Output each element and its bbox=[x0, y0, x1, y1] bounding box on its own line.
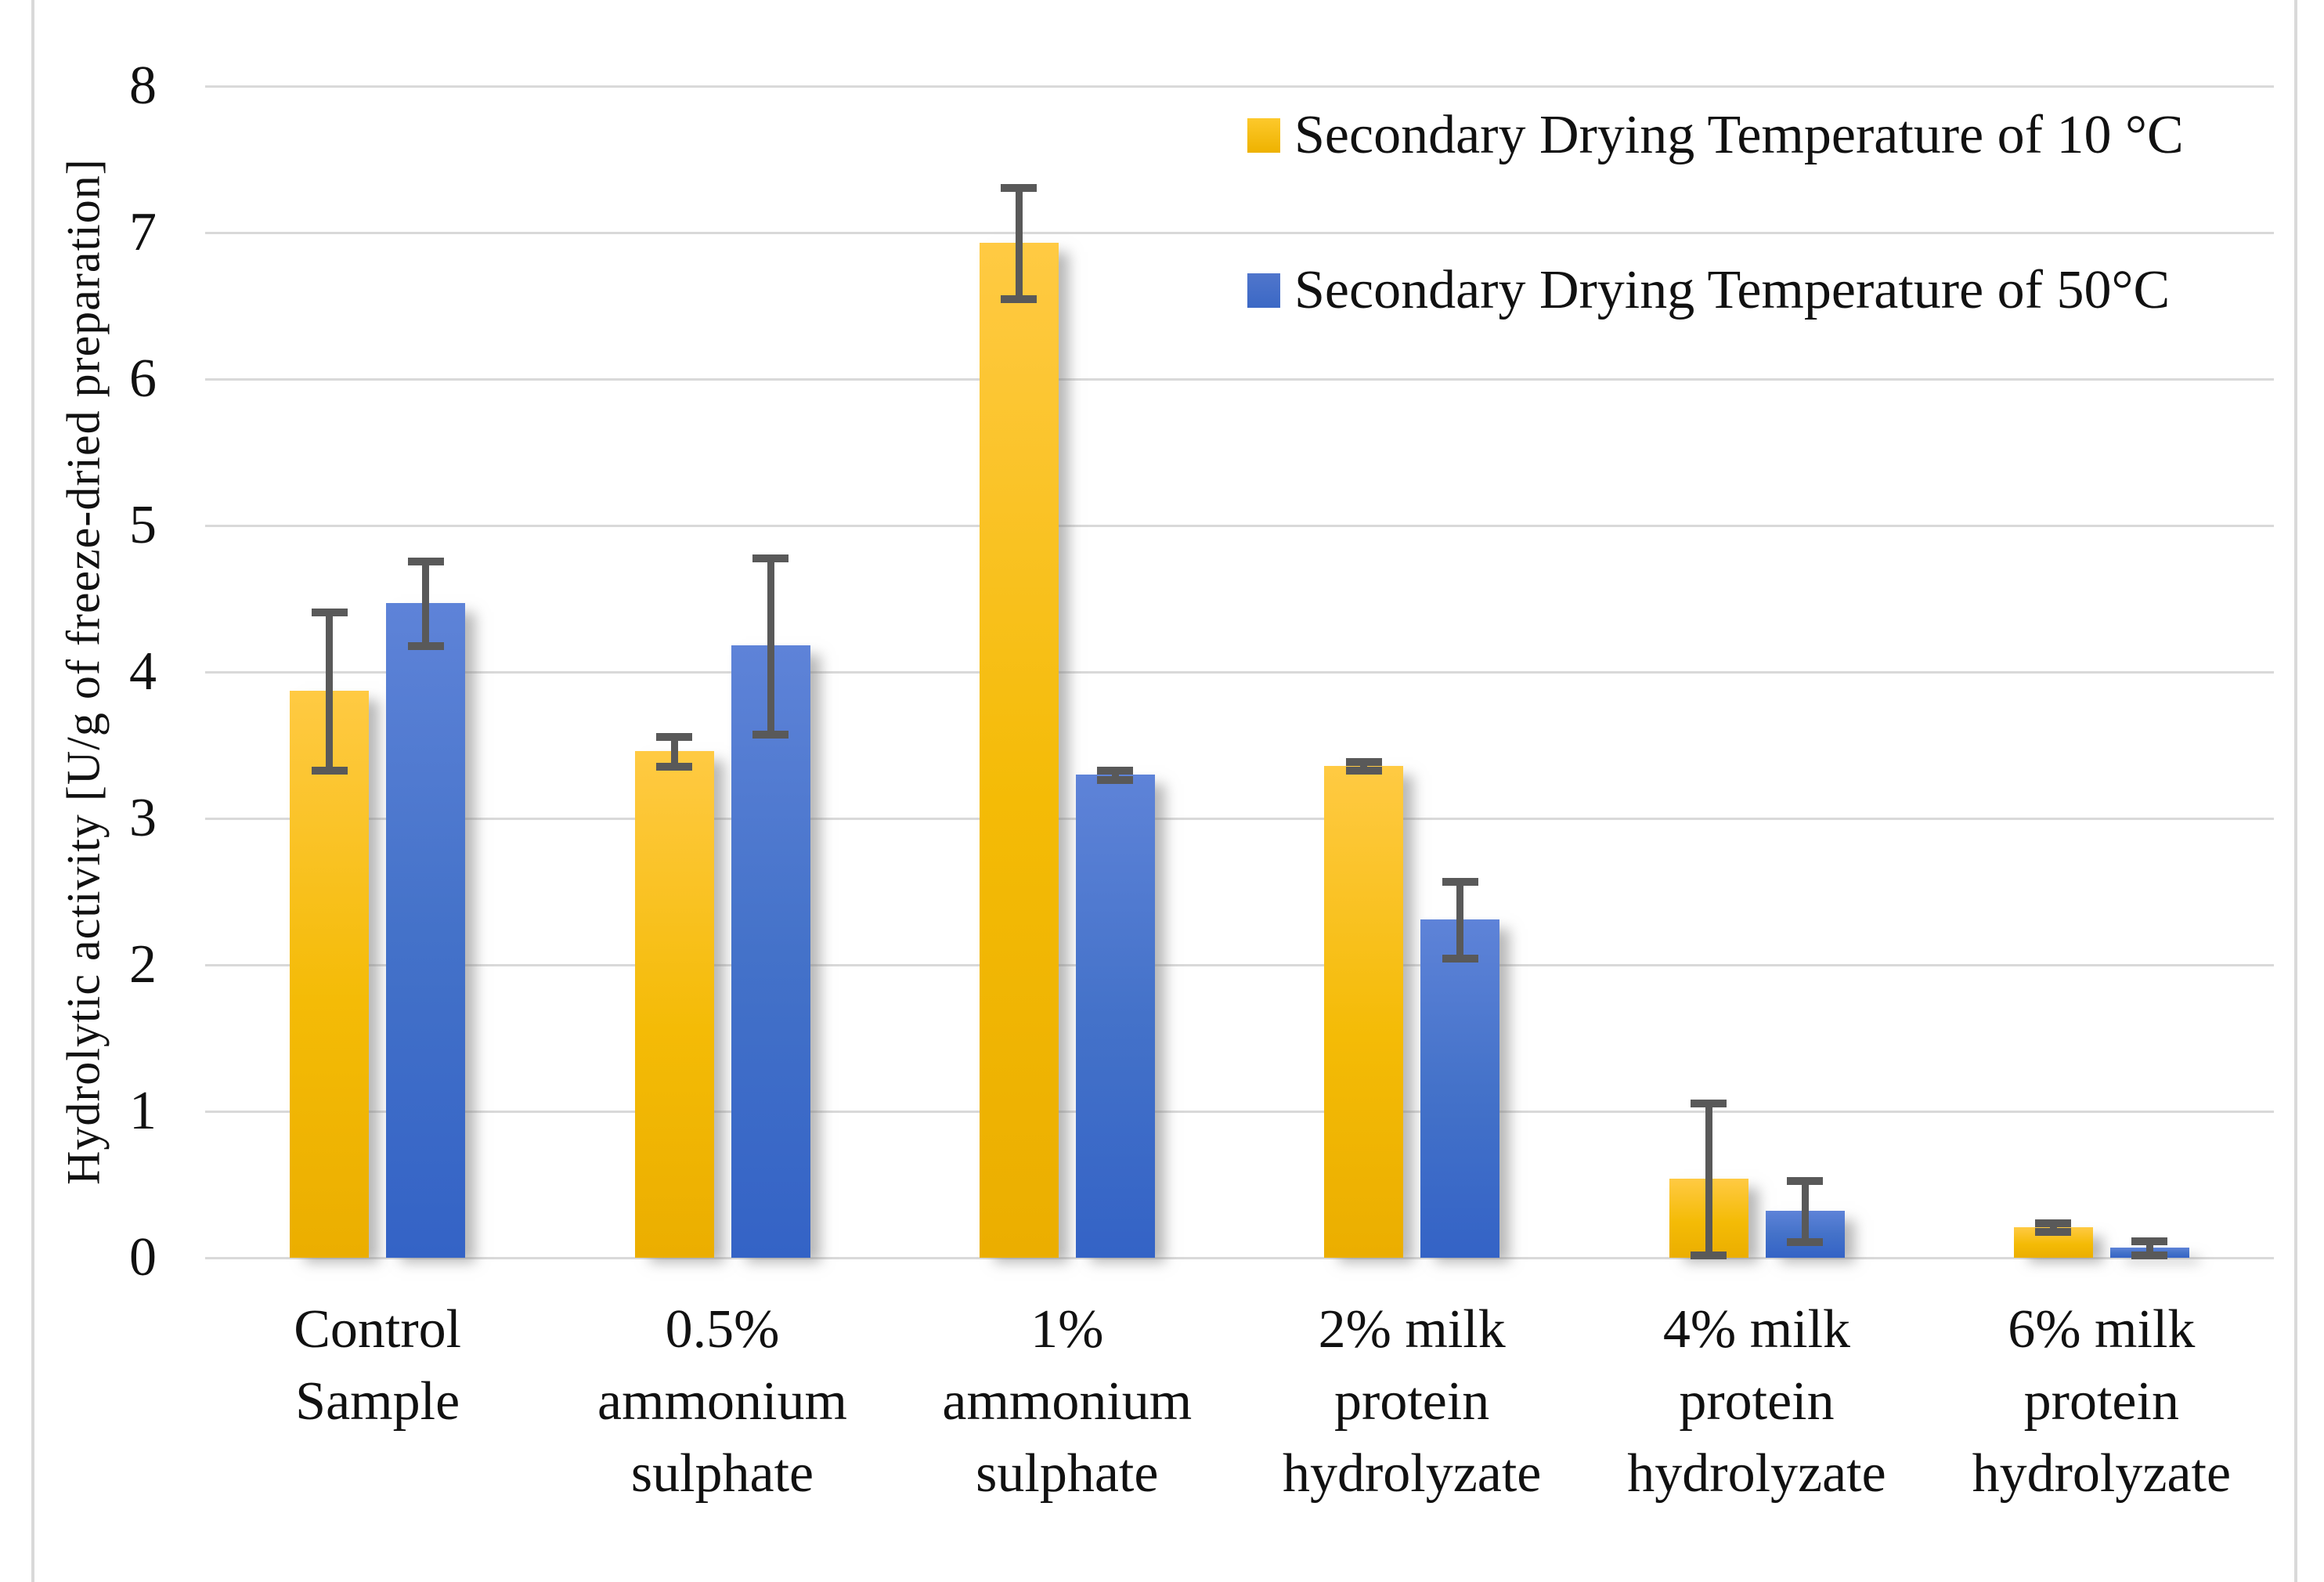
gridline-1 bbox=[205, 1111, 2274, 1113]
error-bar-bottom-cap bbox=[1345, 767, 1382, 775]
gridline-8 bbox=[205, 85, 2274, 88]
y-tick-label-5: 5 bbox=[129, 495, 157, 555]
error-bar-line bbox=[670, 736, 678, 766]
error-bar-top-cap bbox=[1345, 758, 1382, 767]
bar-50c-group2 bbox=[731, 645, 810, 1258]
gridline-2 bbox=[205, 964, 2274, 966]
error-bar-bottom-cap bbox=[1691, 1252, 1727, 1260]
y-tick-label-6: 6 bbox=[129, 349, 157, 409]
gridline-5 bbox=[205, 525, 2274, 527]
error-bar-line bbox=[767, 558, 774, 734]
error-bar-top-cap bbox=[656, 733, 692, 742]
right-page-border-line bbox=[2294, 0, 2297, 1582]
gridline-0 bbox=[205, 1257, 2274, 1259]
error-bar-line bbox=[1015, 187, 1023, 299]
bar-10c-group4 bbox=[1324, 765, 1404, 1258]
error-bar-bottom-cap bbox=[1097, 775, 1134, 784]
y-tick-label-2: 2 bbox=[129, 934, 157, 995]
error-bar-bottom-cap bbox=[752, 730, 788, 739]
error-bar-top-cap bbox=[1442, 878, 1478, 887]
x-category-label-group5: 4% milk protein hydrolyzate bbox=[1627, 1299, 1886, 1504]
x-category-label-group6: 6% milk protein hydrolyzate bbox=[1972, 1299, 2232, 1504]
error-bar-top-cap bbox=[1691, 1099, 1727, 1107]
error-bar-top-cap bbox=[2035, 1219, 2072, 1228]
bar-10c-group3 bbox=[979, 243, 1059, 1258]
bar-10c-group2 bbox=[634, 750, 714, 1258]
y-tick-label-1: 1 bbox=[129, 1081, 157, 1141]
left-page-border-line bbox=[31, 0, 34, 1582]
y-tick-label-7: 7 bbox=[129, 202, 157, 262]
error-bar-line bbox=[1705, 1102, 1712, 1255]
legend-label-10c: Secondary Drying Temperature of 10 °C bbox=[1294, 105, 2184, 165]
error-bar-line bbox=[1801, 1179, 1809, 1242]
error-bar-top-cap bbox=[752, 554, 788, 563]
legend-swatch-yellow-icon bbox=[1247, 118, 1280, 153]
x-category-label-group4: 2% milk protein hydrolyzate bbox=[1282, 1299, 1542, 1504]
gridline-4 bbox=[205, 671, 2274, 674]
legend-item-10c: Secondary Drying Temperature of 10 °C bbox=[1247, 100, 2184, 171]
y-tick-label-4: 4 bbox=[129, 641, 157, 702]
x-category-label-group2: 0.5% ammonium sulphate bbox=[597, 1299, 847, 1504]
gridline-6 bbox=[205, 378, 2274, 381]
error-bar-line bbox=[422, 560, 430, 646]
bar-50c-group3 bbox=[1075, 774, 1155, 1258]
error-bar-bottom-cap bbox=[311, 767, 348, 775]
x-category-label-group1: Control Sample bbox=[294, 1299, 462, 1432]
error-bar-top-cap bbox=[2131, 1237, 2168, 1245]
error-bar-line bbox=[326, 612, 334, 771]
error-bar-bottom-cap bbox=[656, 762, 692, 771]
error-bar-line bbox=[1456, 881, 1464, 958]
bar-50c-group4 bbox=[1420, 919, 1500, 1258]
y-tick-label-8: 8 bbox=[129, 56, 157, 116]
y-tick-label-3: 3 bbox=[129, 788, 157, 848]
error-bar-bottom-cap bbox=[1442, 954, 1478, 963]
bar-50c-group1 bbox=[386, 603, 466, 1258]
gridline-3 bbox=[205, 818, 2274, 820]
error-bar-top-cap bbox=[1001, 184, 1038, 193]
x-category-label-group3: 1% ammonium sulphate bbox=[942, 1299, 1193, 1504]
legend-item-50c: Secondary Drying Temperature of 50°C bbox=[1247, 255, 2170, 326]
error-bar-top-cap bbox=[1787, 1176, 1823, 1185]
legend-swatch-blue-icon bbox=[1247, 273, 1280, 308]
y-tick-label-0: 0 bbox=[129, 1227, 157, 1288]
error-bar-bottom-cap bbox=[2131, 1252, 2168, 1260]
error-bar-line bbox=[2145, 1240, 2153, 1255]
error-bar-bottom-cap bbox=[407, 642, 444, 651]
error-bar-bottom-cap bbox=[2035, 1228, 2072, 1237]
error-bar-top-cap bbox=[311, 609, 348, 617]
error-bar-top-cap bbox=[1097, 767, 1134, 775]
error-bar-top-cap bbox=[407, 557, 444, 565]
gridline-7 bbox=[205, 232, 2274, 234]
plot-area bbox=[205, 85, 2274, 1260]
legend-label-50c: Secondary Drying Temperature of 50°C bbox=[1294, 260, 2171, 320]
error-bar-bottom-cap bbox=[1001, 295, 1038, 304]
bar-10c-group1 bbox=[290, 691, 370, 1258]
error-bar-bottom-cap bbox=[1787, 1238, 1823, 1247]
